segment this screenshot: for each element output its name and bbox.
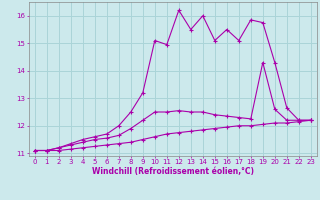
X-axis label: Windchill (Refroidissement éolien,°C): Windchill (Refroidissement éolien,°C) [92, 167, 254, 176]
